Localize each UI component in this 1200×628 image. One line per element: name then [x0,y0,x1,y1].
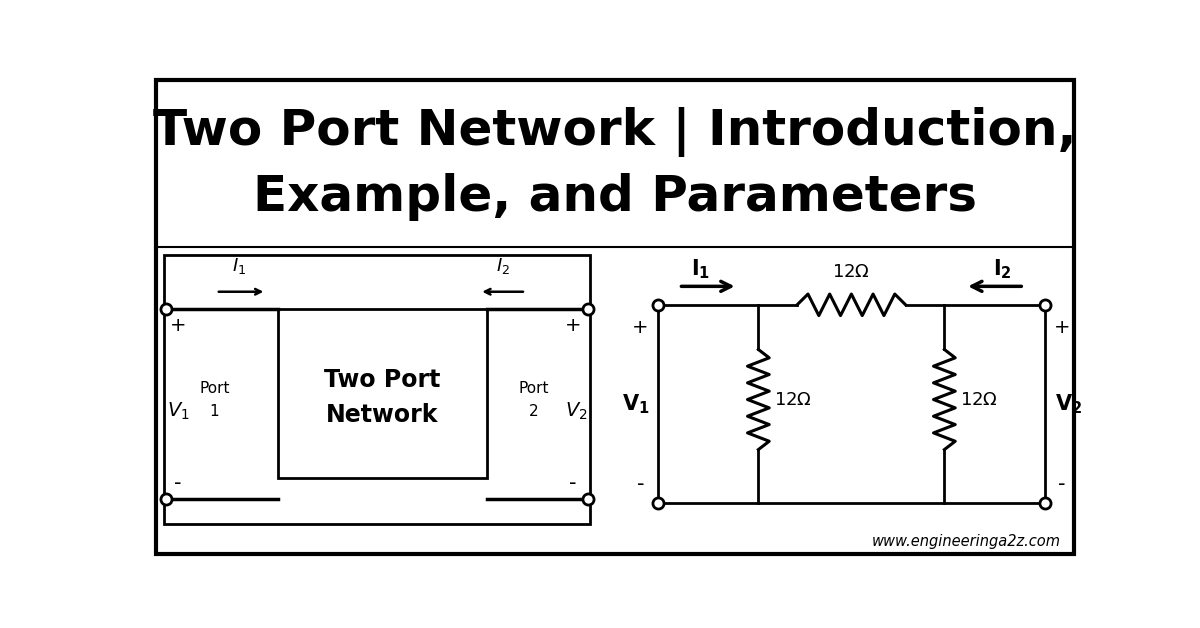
Text: Two Port: Two Port [324,367,440,391]
Text: $\mathbf{I_1}$: $\mathbf{I_1}$ [691,257,710,281]
Text: $V_2$: $V_2$ [565,401,588,422]
Text: www.engineeringa2z.com: www.engineeringa2z.com [871,534,1061,550]
Text: 12$\Omega$: 12$\Omega$ [774,391,811,409]
Text: $\mathbf{V_1}$: $\mathbf{V_1}$ [622,392,649,416]
Text: 12$\Omega$: 12$\Omega$ [960,391,997,409]
Text: $I_1$: $I_1$ [232,256,246,276]
Text: $\mathbf{I_2}$: $\mathbf{I_2}$ [994,257,1012,281]
Text: Port: Port [199,381,229,396]
Text: 12$\Omega$: 12$\Omega$ [833,264,870,281]
Bar [278,309,487,478]
Text: -: - [637,474,644,494]
Text: $I_2$: $I_2$ [496,256,510,276]
Bar [164,255,590,524]
Text: -: - [1058,474,1066,494]
Text: -: - [174,474,181,494]
Text: +: + [169,316,186,335]
Text: +: + [1054,318,1070,337]
Text: Network: Network [326,403,439,427]
Text: 1: 1 [210,404,220,419]
Text: $V_1$: $V_1$ [167,401,190,422]
Text: +: + [632,318,649,337]
Text: Example, and Parameters: Example, and Parameters [253,173,977,221]
Text: 2: 2 [529,404,539,419]
Text: -: - [570,474,577,494]
Text: +: + [565,316,581,335]
Text: Port: Port [518,381,548,396]
Text: Two Port Network | Introduction,: Two Port Network | Introduction, [154,107,1076,156]
Text: $\mathbf{V_2}$: $\mathbf{V_2}$ [1055,392,1082,416]
